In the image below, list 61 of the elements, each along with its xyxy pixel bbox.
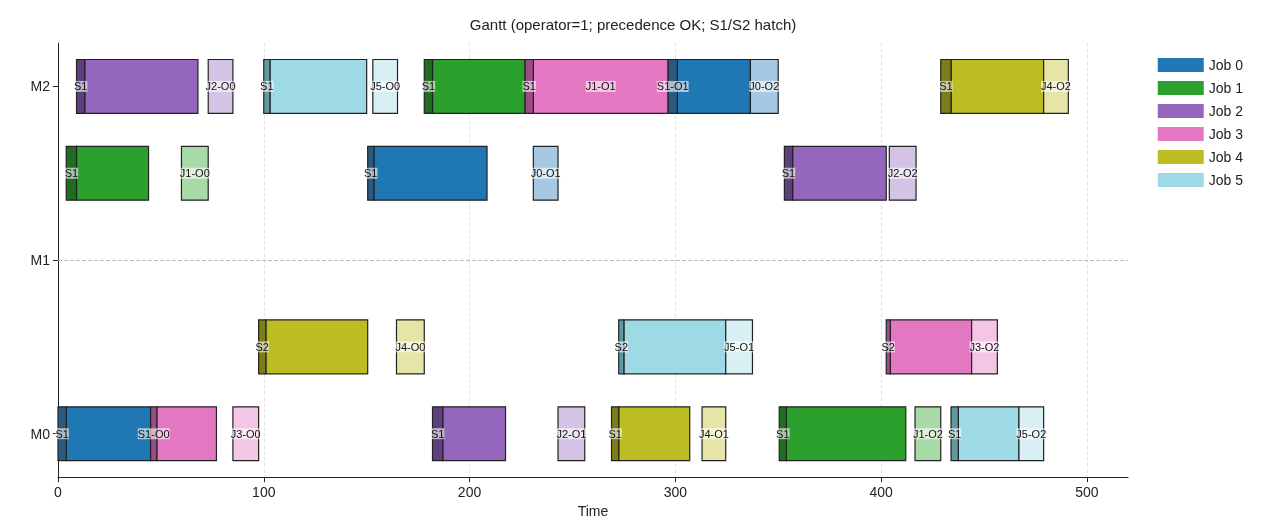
data-label: S2 (255, 340, 269, 353)
x-tick-label: 400 (869, 484, 893, 501)
x-tick-label: 100 (252, 484, 276, 501)
data-label: S1 (364, 167, 378, 180)
bar (532, 145, 559, 201)
data-label: J0-O1 (530, 167, 561, 180)
data-label: J4-O2 (1041, 80, 1071, 93)
data-label: S2 (614, 340, 629, 353)
legend-label: Job 5 (1208, 172, 1244, 188)
data-label: J3-O0 (230, 427, 261, 440)
bar (395, 319, 425, 375)
bar (557, 406, 586, 462)
data-label: S1 (64, 167, 79, 180)
data-label: S1-O1 (656, 80, 689, 93)
legend-label: Job 3 (1208, 126, 1244, 142)
data-label: S1 (781, 167, 796, 180)
data-label: J1-O2 (912, 427, 943, 440)
data-label: J4-O0 (395, 340, 426, 353)
data-label: S1 (939, 80, 953, 93)
data-label: J5-O2 (1016, 427, 1047, 440)
x-tick-label: 300 (663, 484, 688, 501)
data-label: J0-O2 (749, 80, 780, 93)
y-tick-label: M1 (30, 252, 51, 269)
data-label: J2-O0 (205, 80, 236, 93)
data-label: J5-O1 (724, 340, 755, 353)
data-label: S1 (260, 80, 274, 93)
bar (888, 145, 917, 201)
data-label: J5-O0 (370, 80, 401, 93)
bar (232, 406, 260, 462)
data-label: J2-O2 (887, 167, 918, 180)
y-tick-label: M0 (30, 425, 51, 442)
data-label: S1 (421, 80, 436, 93)
data-label: J3-O2 (969, 340, 1000, 353)
bar (207, 58, 234, 114)
data-label: J1-O0 (179, 167, 210, 180)
legend-label: Job 1 (1208, 80, 1244, 96)
data-label: S1 (55, 427, 69, 440)
bar (914, 406, 942, 462)
data-label: S1 (947, 427, 962, 440)
data-label: S1 (430, 427, 445, 440)
data-label: J1-O1 (585, 80, 616, 93)
data-label: J4-O1 (698, 427, 729, 440)
data-label: J2-O1 (556, 427, 587, 440)
data-label: S1-O0 (137, 427, 170, 440)
x-tick-label: 500 (1075, 484, 1099, 501)
legend-label: Job 2 (1208, 103, 1244, 119)
bar (372, 58, 399, 114)
x-axis-title: Time (577, 503, 609, 519)
data-label: S1 (73, 80, 88, 93)
y-tick-label: M2 (30, 78, 51, 95)
legend-label: Job 4 (1208, 149, 1244, 165)
bar (180, 145, 209, 201)
data-label: S1 (776, 427, 790, 440)
data-label: S1 (522, 80, 536, 93)
chart-title: Gantt (operator=1; precedence OK; S1/S2 hatch) (469, 16, 797, 33)
data-label: S2 (881, 340, 896, 353)
x-tick-label: 200 (457, 484, 482, 501)
data-label: S1 (608, 427, 622, 440)
x-tick-label: 0 (54, 484, 63, 501)
bar (701, 406, 727, 462)
legend-label: Job 0 (1208, 57, 1244, 73)
